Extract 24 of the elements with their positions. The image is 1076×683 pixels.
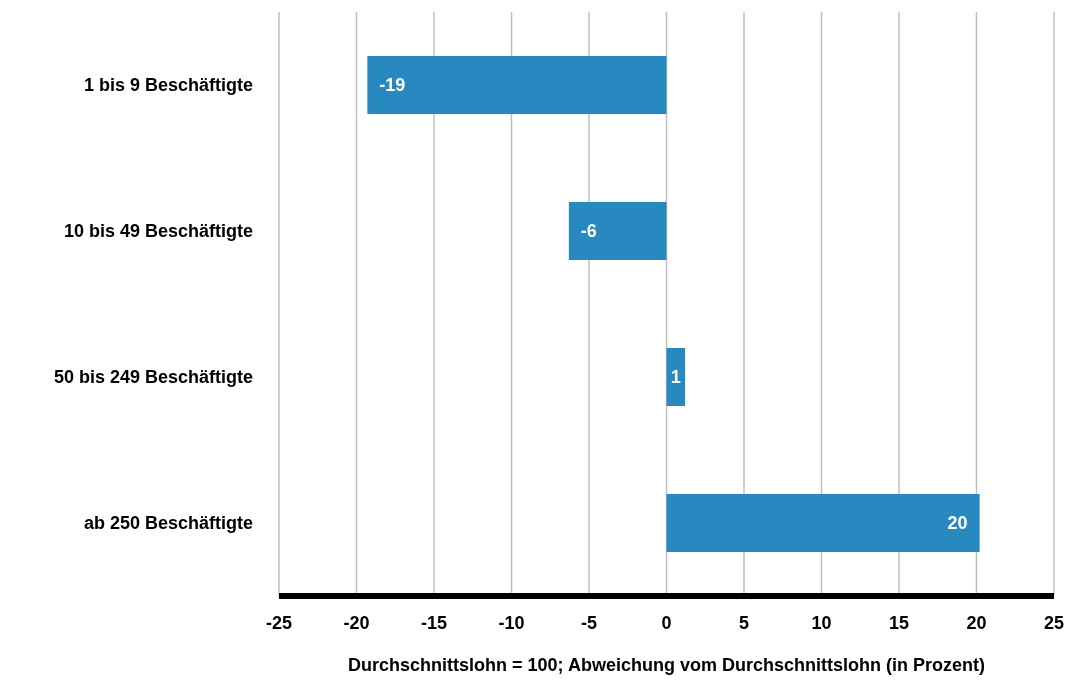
y-tick-label: 1 bis 9 Beschäftigte (83, 75, 253, 96)
y-tick-label: 10 bis 49 Beschäftigte (63, 221, 253, 242)
bar (568, 202, 667, 260)
x-tick-label: 25 (1043, 612, 1065, 633)
y-tick-label: 50 bis 249 Beschäftigte (53, 367, 253, 388)
x-tick-label: -25 (265, 612, 293, 633)
bar (666, 348, 686, 406)
bar (367, 56, 667, 114)
x-tick-label: -5 (580, 612, 598, 633)
x-tick-label: -20 (343, 612, 370, 633)
x-tick-label: 10 (811, 612, 832, 633)
data-label: -6 (580, 221, 597, 242)
x-tick-label: -15 (420, 612, 448, 633)
data-label: -19 (379, 75, 406, 96)
x-axis-title: Durchschnittslohn = 100; Abweichung vom Durchschnittslohn (in Prozent) (348, 655, 985, 675)
x-tick-label: 20 (966, 612, 987, 633)
y-tick-label: ab 250 Beschäftigte (83, 513, 253, 534)
x-tick-label: 0 (661, 612, 672, 633)
data-label: 1 (670, 367, 681, 388)
bar (666, 494, 980, 552)
x-tick-label: 15 (888, 612, 910, 633)
x-tick-label: -10 (498, 612, 525, 633)
x-tick-label: 5 (738, 612, 750, 633)
data-label: 20 (947, 513, 968, 534)
